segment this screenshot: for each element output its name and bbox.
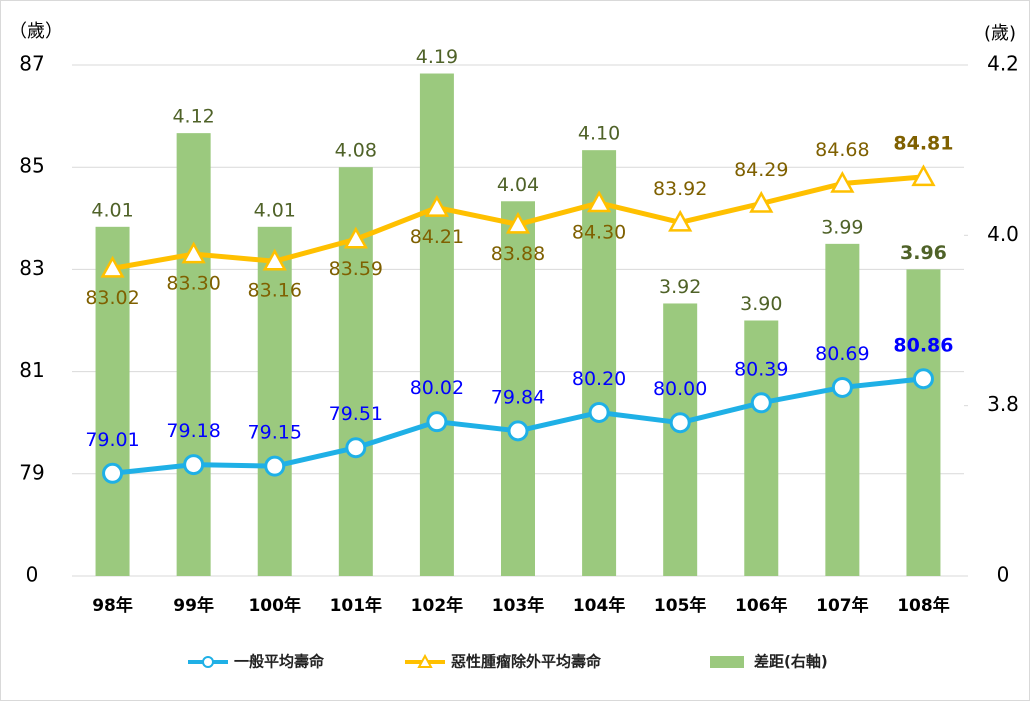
value-label: 84.29 — [734, 159, 788, 181]
value-label: 4.12 — [172, 106, 214, 128]
y-tick-label: 83 — [19, 256, 44, 280]
legend-marker — [202, 656, 214, 668]
marker — [588, 401, 610, 423]
value-label: 83.92 — [653, 178, 707, 200]
bar — [906, 269, 941, 576]
value-label: 80.86 — [893, 334, 953, 356]
bar — [257, 226, 292, 577]
value-label: 83.59 — [329, 258, 383, 280]
value-label: 83.16 — [248, 280, 302, 302]
value-label: 79.01 — [85, 429, 139, 451]
marker — [100, 255, 125, 278]
bar — [744, 320, 779, 576]
bar — [825, 243, 860, 576]
value-label: 84.68 — [815, 139, 869, 161]
value-label: 84.81 — [893, 132, 953, 154]
y2-tick-label: 0 — [997, 563, 1010, 587]
value-label: 83.88 — [491, 243, 545, 265]
value-label: 4.04 — [497, 174, 539, 196]
marker — [262, 248, 287, 271]
value-label: 83.02 — [85, 287, 139, 309]
marker — [507, 420, 529, 442]
marker — [424, 194, 450, 217]
x-tick-label: 98年 — [92, 595, 133, 616]
value-label: 79.51 — [329, 403, 383, 425]
marker — [426, 411, 448, 433]
x-tick-label: 103年 — [492, 595, 545, 616]
value-label: 79.15 — [248, 422, 302, 444]
marker — [668, 209, 693, 232]
value-label: 79.18 — [166, 420, 220, 442]
marker — [750, 392, 772, 414]
value-label: 79.84 — [491, 386, 545, 408]
marker — [181, 241, 206, 264]
marker — [749, 190, 774, 213]
x-tick-label: 108年 — [897, 595, 950, 616]
value-label: 4.01 — [91, 199, 133, 221]
legend-swatch — [710, 656, 744, 668]
bar — [419, 73, 454, 577]
bar — [95, 226, 130, 577]
value-label: 4.01 — [254, 199, 296, 221]
y-tick-label: 81 — [19, 358, 44, 382]
value-label: 80.02 — [410, 377, 464, 399]
bar — [501, 201, 535, 576]
marker — [586, 190, 612, 213]
marker — [912, 368, 934, 390]
legend-label: 一般平均壽命 — [234, 653, 325, 671]
marker — [911, 164, 936, 187]
value-label: 80.69 — [815, 343, 869, 365]
marker — [343, 226, 368, 249]
y-tick-label: 0 — [26, 563, 39, 587]
bar — [176, 133, 211, 576]
y2-tick-label: 4.2 — [987, 52, 1019, 76]
value-label: 4.10 — [578, 123, 620, 145]
value-label: 3.96 — [900, 242, 947, 264]
legend-label: 惡性腫瘤除外平均壽命 — [451, 653, 602, 671]
marker — [183, 454, 205, 476]
y-tick-label: 79 — [19, 460, 44, 484]
x-tick-label: 105年 — [654, 595, 707, 616]
marker — [345, 437, 367, 459]
value-label: 3.99 — [821, 216, 863, 238]
legend-marker — [417, 653, 433, 668]
marker — [831, 376, 853, 398]
value-label: 83.30 — [166, 273, 220, 295]
bar — [582, 150, 617, 576]
value-label: 4.19 — [416, 46, 458, 68]
x-tick-label: 99年 — [173, 595, 214, 616]
value-label: 80.00 — [653, 378, 707, 400]
marker — [264, 455, 286, 477]
value-label: 3.92 — [659, 276, 701, 298]
y2-unit-label: (歲) — [984, 23, 1016, 44]
legend-label: 差距(右軸) — [754, 653, 828, 671]
value-label: 84.30 — [572, 221, 626, 243]
y2-tick-label: 3.8 — [987, 392, 1019, 416]
value-label: 80.39 — [734, 358, 788, 380]
y-tick-label: 85 — [19, 154, 44, 178]
marker — [669, 412, 691, 434]
value-label: 84.21 — [410, 226, 464, 248]
marker — [505, 211, 531, 234]
marker — [102, 462, 124, 484]
marker — [830, 170, 855, 193]
value-label: 4.08 — [335, 140, 377, 162]
x-tick-label: 102年 — [411, 595, 464, 616]
x-tick-label: 104年 — [573, 595, 626, 616]
bar — [663, 303, 698, 576]
value-label: 3.90 — [740, 293, 782, 315]
x-tick-label: 100年 — [248, 595, 301, 616]
x-tick-label: 101年 — [330, 595, 383, 616]
y2-tick-label: 4.0 — [987, 222, 1019, 246]
y-tick-label: 87 — [19, 52, 44, 76]
y-unit-label: （歲） — [9, 21, 63, 42]
x-tick-label: 106年 — [735, 595, 788, 616]
value-label: 80.20 — [572, 368, 626, 390]
x-tick-label: 107年 — [816, 595, 869, 616]
